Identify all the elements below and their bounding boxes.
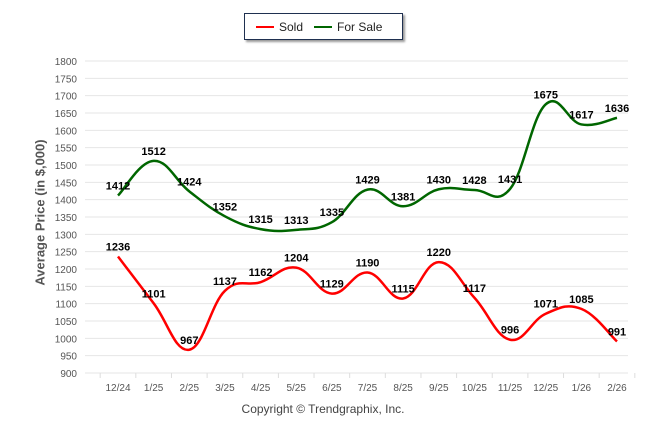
data-label: 1129	[320, 279, 344, 291]
y-tick-label: 1050	[55, 317, 78, 328]
data-label: 1352	[213, 201, 237, 213]
x-tick-label: 6/25	[322, 383, 342, 394]
y-axis-label: Average Price (in $,000)	[32, 139, 48, 286]
x-tick-label: 12/25	[533, 383, 558, 394]
data-label: 1137	[213, 276, 237, 288]
x-tick-label: 10/25	[462, 383, 487, 394]
data-label: 1617	[569, 109, 593, 121]
x-tick-label: 3/25	[215, 383, 235, 394]
data-label: 1636	[605, 103, 629, 115]
series-line-for-sale	[117, 100, 618, 233]
y-tick-label: 1250	[55, 248, 78, 259]
data-label: 1236	[106, 242, 130, 254]
legend-swatch-for-sale	[314, 25, 333, 28]
y-tick-label: 1450	[55, 178, 78, 189]
y-tick-label: 1750	[55, 74, 78, 85]
series-line-sold	[117, 255, 618, 352]
y-tick-label: 950	[60, 352, 77, 363]
y-tick-label: 1400	[55, 196, 78, 207]
y-tick-label: 1350	[55, 213, 78, 224]
y-tick-label: 1000	[55, 334, 78, 345]
data-label: 991	[608, 326, 626, 338]
legend-label-for-sale: For Sale	[337, 19, 383, 34]
data-label: 1071	[533, 299, 557, 311]
data-label: 1381	[391, 191, 415, 203]
y-tick-label: 1650	[55, 109, 78, 120]
data-label: 1429	[355, 175, 379, 187]
y-tick-label: 1800	[55, 57, 78, 68]
y-tick-label: 1100	[55, 300, 77, 311]
x-tick-label: 11/25	[498, 383, 523, 394]
data-label: 1412	[106, 181, 130, 193]
y-tick-label: 1600	[55, 126, 78, 137]
data-label: 1428	[462, 175, 486, 187]
data-label: 1085	[569, 294, 593, 306]
y-tick-label: 1500	[55, 161, 78, 172]
x-tick-label: 7/25	[358, 383, 378, 394]
y-tick-label: 1200	[55, 265, 78, 276]
x-tick-label: 2/26	[607, 383, 627, 394]
legend-label-sold: Sold	[279, 19, 304, 34]
x-tick-label: 1/25	[144, 383, 164, 394]
data-label: 1675	[533, 89, 557, 101]
legend-swatch-sold	[256, 25, 274, 28]
copyright-footer: Copyright © Trendgraphix, Inc.	[241, 402, 405, 416]
x-tick-label: 1/26	[572, 383, 592, 394]
data-label: 967	[180, 335, 198, 347]
data-label: 1335	[320, 207, 344, 219]
y-tick-label: 1150	[55, 282, 77, 293]
y-tick-label: 900	[60, 369, 77, 380]
y-tick-label: 1700	[55, 92, 78, 103]
data-label: 1220	[427, 247, 451, 259]
x-tick-label: 5/25	[286, 383, 306, 394]
data-label: 1431	[498, 174, 522, 186]
x-tick-label: 8/25	[393, 383, 413, 394]
data-label: 1117	[463, 283, 486, 295]
legend: Sold For Sale	[244, 13, 403, 40]
x-tick-label: 2/25	[180, 383, 200, 394]
y-tick-label: 1300	[55, 230, 78, 241]
y-tick-label: 1550	[55, 144, 78, 155]
data-label: 1315	[248, 214, 272, 226]
data-label: 1190	[356, 257, 380, 269]
data-label: 996	[501, 325, 519, 337]
data-label: 1204	[284, 253, 309, 265]
data-label: 1512	[141, 146, 165, 158]
x-tick-label: 9/25	[429, 383, 449, 394]
x-tick-label: 12/24	[105, 383, 130, 394]
data-label: 1115	[392, 283, 415, 295]
data-label: 1430	[427, 174, 451, 186]
data-label: 1162	[249, 267, 273, 279]
data-label: 1101	[142, 288, 166, 300]
data-label: 1313	[284, 215, 308, 227]
x-tick-label: 4/25	[251, 383, 271, 394]
data-label: 1424	[177, 176, 202, 188]
